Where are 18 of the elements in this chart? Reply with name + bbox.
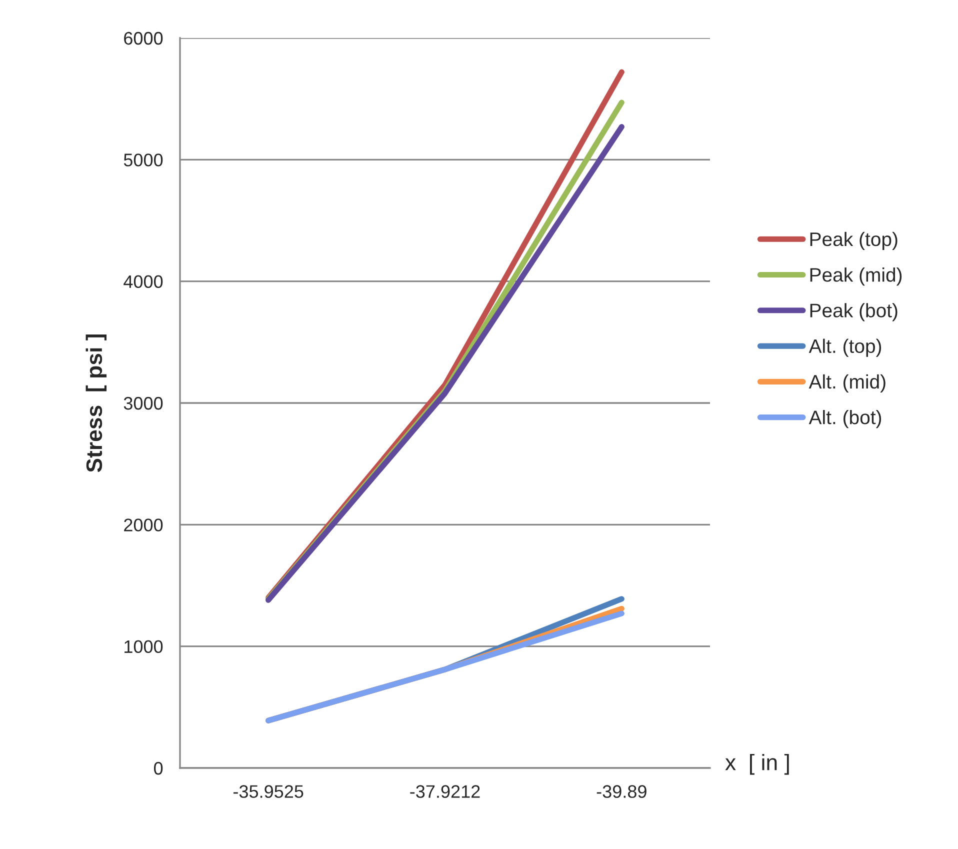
legend-label: Peak (bot) [810,303,898,322]
y-tick-label: 1000 [124,640,163,654]
y-tick-label: 4000 [124,275,163,288]
legend-label: Alt. (top) [808,338,882,357]
y-tick-label: 6000 [124,32,163,45]
x-tick-label: -37.9212 [410,785,480,798]
legend-label: Peak (mid) [810,268,902,286]
legend-label: Alt. (mid) [808,374,886,392]
legend-label: Peak (top) [810,232,898,250]
x-axis-title: x [ in ] [725,754,789,775]
x-tick-label: -39.89 [596,785,646,798]
y-tick-label: 0 [154,762,163,775]
y-tick-label: 2000 [124,518,163,532]
legend-label: Alt. (bot) [808,410,882,428]
y-tick-label: 5000 [124,154,163,166]
y-axis-title: Stress [ psi ] [86,334,107,472]
y-tick-label: 3000 [124,396,163,410]
x-tick-label: -35.9525 [234,785,304,798]
